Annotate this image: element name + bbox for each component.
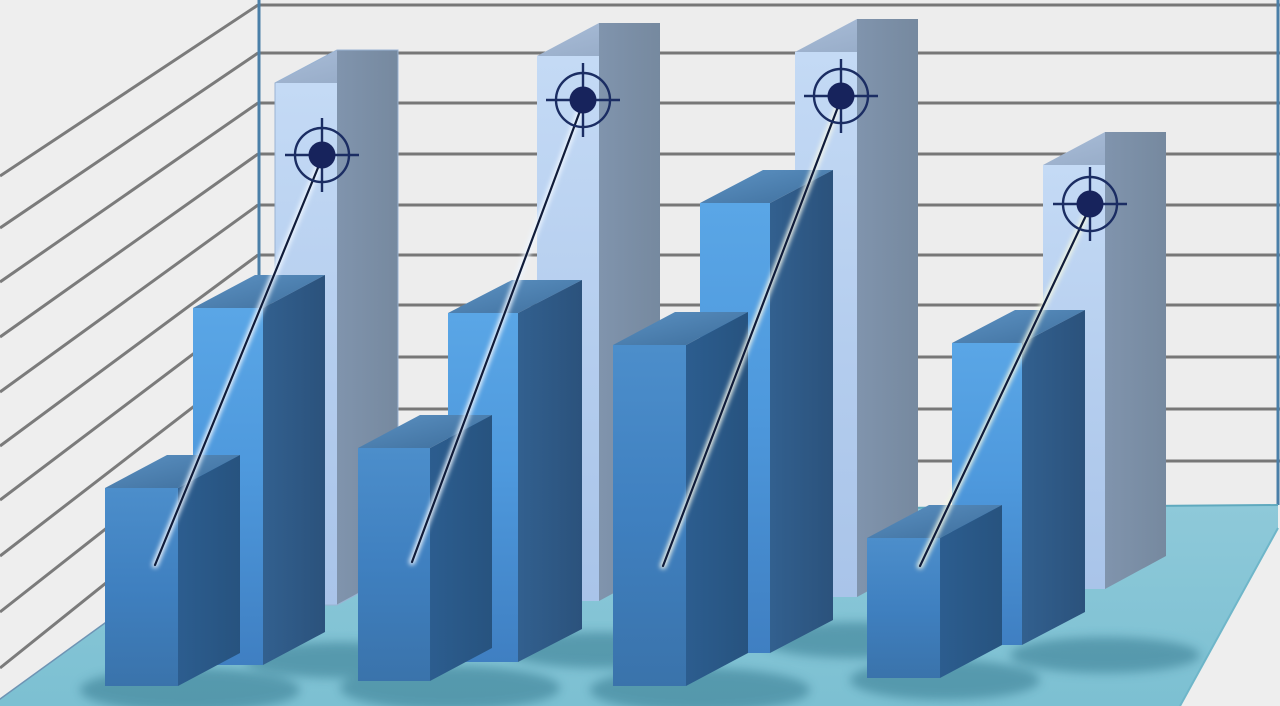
- bar-group-4-front: [867, 505, 1002, 678]
- target-crosshair-icon-3[interactable]: [804, 59, 878, 133]
- bar-group-3-front: [613, 312, 748, 686]
- pointer-line-3: [660, 96, 844, 569]
- target-crosshair-icon-4[interactable]: [1053, 167, 1127, 241]
- pointer-line-4: [917, 204, 1093, 569]
- target-crosshair-icon-1[interactable]: [285, 118, 359, 192]
- pointer-line-1: [152, 155, 325, 568]
- pointer-line-2: [409, 100, 586, 565]
- bar-group-1-front: [105, 455, 240, 686]
- target-crosshair-icon-2[interactable]: [546, 63, 620, 137]
- pointer-lines: [152, 96, 1093, 569]
- target-markers: [285, 59, 1127, 241]
- bar-group-2-front: [358, 415, 492, 681]
